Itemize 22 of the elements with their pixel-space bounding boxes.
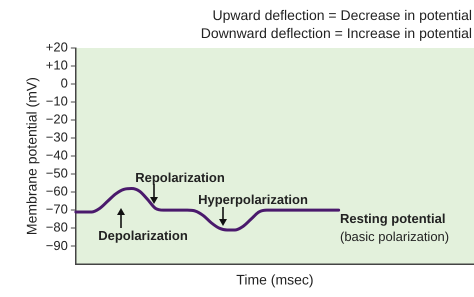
y-tick-label: −20 <box>46 112 68 127</box>
annotation: Hyperpolarization <box>198 192 308 207</box>
y-tick-label: −90 <box>46 238 68 253</box>
y-tick-label: −30 <box>46 130 68 145</box>
y-tick-label: −60 <box>46 184 68 199</box>
y-tick-label: −40 <box>46 148 68 163</box>
annotation: (basic polarization) <box>340 229 450 244</box>
annotation: Depolarization <box>98 228 188 243</box>
text: Downward deflection = Increase in potential <box>200 25 472 41</box>
y-tick-label: −70 <box>46 202 68 217</box>
y-tick-label: 0 <box>60 76 68 91</box>
y-tick-label: +10 <box>46 58 68 73</box>
annotation: Resting potential <box>340 211 446 226</box>
text: Upward deflection = Decrease in potential <box>212 7 472 23</box>
x-axis-title: Time (msec) <box>236 271 314 288</box>
y-tick-label: −10 <box>46 94 68 109</box>
y-tick-label: −80 <box>46 220 68 235</box>
annotation: Repolarization <box>135 170 225 185</box>
y-tick-label: −50 <box>46 166 68 181</box>
y-tick-label: +20 <box>46 40 68 55</box>
y-axis-title: Membrane potential (mV) <box>23 77 40 236</box>
line-series <box>74 187 340 232</box>
